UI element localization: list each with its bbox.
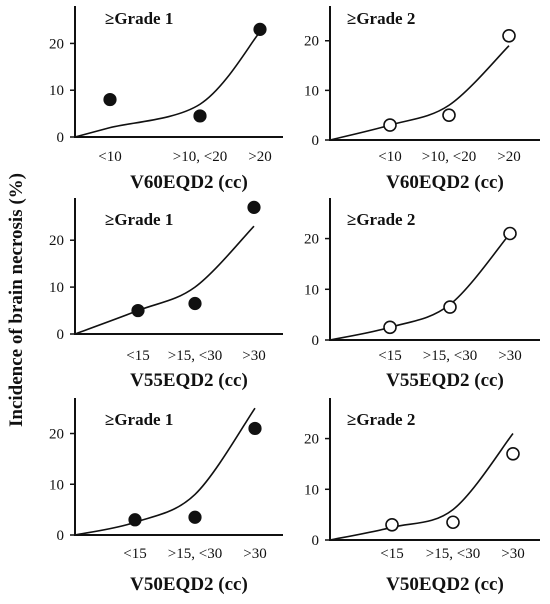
y-tick-label: 0 <box>57 130 65 146</box>
y-tick-label: 10 <box>304 83 319 99</box>
y-tick-label: 0 <box>312 533 320 549</box>
data-point <box>247 200 261 214</box>
y-tick-label: 10 <box>304 282 319 298</box>
x-tick-label: <15 <box>126 348 149 364</box>
x-tick-label: >10, <20 <box>173 149 227 165</box>
x-tick-label: <15 <box>380 546 403 562</box>
grade-label: ≥Grade 1 <box>105 210 173 229</box>
y-tick-label: 20 <box>304 232 319 248</box>
y-tick-label: 10 <box>49 280 64 296</box>
x-tick-label: >30 <box>243 546 266 562</box>
chart-panel-2: 0 10 20 <10 >10, <20 >20 V60EQD2 (cc) ≥Grade 2 <box>304 6 540 193</box>
x-tick-label: >20 <box>248 149 271 165</box>
data-point <box>385 517 399 532</box>
fit-curve <box>74 31 261 138</box>
grade-label: ≥Grade 2 <box>347 410 415 429</box>
chart-panel-4: 0 10 20 <15 >15, <30 >30 V55EQD2 (cc) ≥Grade 2 <box>304 198 540 391</box>
x-tick-label: <10 <box>98 149 121 165</box>
x-tick-label: >20 <box>497 149 520 165</box>
chart-panel-6: 0 10 20 <15 >15, <30 >30 V50EQD2 (cc) ≥Grade 2 <box>304 398 540 595</box>
x-axis-label: V60EQD2 (cc) <box>130 172 248 193</box>
y-tick-label: 20 <box>49 36 64 52</box>
data-point <box>188 510 202 524</box>
x-tick-label: >10, <20 <box>422 149 476 165</box>
grade-label: ≥Grade 1 <box>105 9 173 28</box>
y-tick-label: 0 <box>57 528 65 544</box>
y-tick-label: 0 <box>312 333 320 349</box>
data-point <box>446 515 460 530</box>
x-tick-label: >15, <30 <box>426 546 480 562</box>
y-tick-label: 0 <box>57 327 65 343</box>
data-point <box>188 296 202 311</box>
x-tick-label: >15, <30 <box>168 348 222 364</box>
x-axis-label: V50EQD2 (cc) <box>386 574 504 595</box>
y-tick-label: 20 <box>49 427 64 443</box>
data-point <box>442 108 456 122</box>
x-tick-label: >15, <30 <box>423 348 477 364</box>
x-tick-label: <10 <box>378 149 401 165</box>
data-point <box>383 118 397 132</box>
data-point <box>103 92 117 107</box>
data-point <box>506 446 520 461</box>
y-tick-label: 20 <box>49 233 64 249</box>
grade-label: ≥Grade 2 <box>347 210 415 229</box>
data-point <box>248 421 262 436</box>
fit-curve <box>329 433 514 541</box>
fit-curve <box>74 407 256 536</box>
x-tick-label: >15, <30 <box>168 546 222 562</box>
data-point <box>443 300 457 314</box>
y-tick-label: 10 <box>304 482 319 498</box>
x-tick-label: <15 <box>378 348 401 364</box>
x-axis-label: V55EQD2 (cc) <box>130 370 248 391</box>
fit-curve <box>74 225 255 335</box>
grade-label: ≥Grade 2 <box>347 9 415 28</box>
y-tick-label: 10 <box>49 477 64 493</box>
data-point <box>131 303 145 318</box>
data-point <box>193 109 207 123</box>
x-axis-label: V55EQD2 (cc) <box>386 370 504 391</box>
y-tick-label: 0 <box>312 133 320 149</box>
x-tick-label: >30 <box>498 348 521 364</box>
x-axis-label: V50EQD2 (cc) <box>130 574 248 595</box>
data-point <box>503 226 517 241</box>
chart-panel-3: 0 10 20 <15 >15, <30 >30 V55EQD2 (cc) ≥Grade 1 <box>49 198 283 391</box>
fit-curve <box>329 232 511 341</box>
x-tick-label: >30 <box>242 348 265 364</box>
x-tick-label: <15 <box>123 546 146 562</box>
fit-curve <box>329 45 510 141</box>
chart-panel-5: 0 10 20 <15 >15, <30 >30 V50EQD2 (cc) ≥Grade 1 <box>49 398 283 595</box>
x-axis-label: V60EQD2 (cc) <box>386 172 504 193</box>
data-point <box>253 22 267 36</box>
data-point <box>502 28 516 43</box>
x-tick-label: >30 <box>501 546 524 562</box>
y-tick-label: 10 <box>49 83 64 99</box>
data-point <box>128 513 142 527</box>
y-tick-label: 20 <box>304 432 319 448</box>
data-point <box>383 320 397 335</box>
y-tick-label: 20 <box>304 34 319 50</box>
y-axis-label: Incidence of brain necrosis (%) <box>6 173 27 427</box>
grade-label: ≥Grade 1 <box>105 410 173 429</box>
